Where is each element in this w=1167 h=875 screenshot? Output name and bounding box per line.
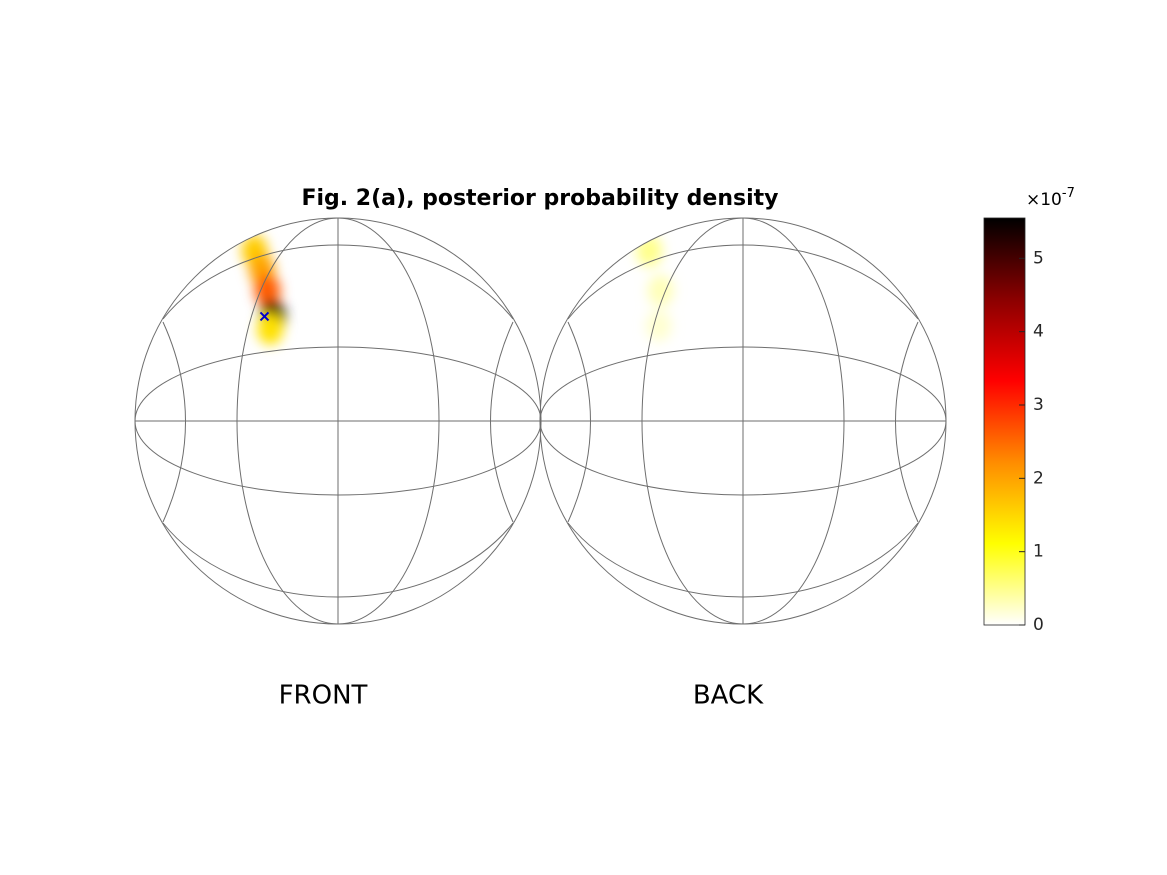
sphere-grid: [134, 217, 542, 625]
latitude-ellipse: [539, 346, 947, 496]
edge-arc: [490, 321, 514, 523]
density-cell: [645, 309, 672, 342]
latitude-arc: [567, 244, 919, 320]
colorbar-tick-label: 2: [1033, 468, 1044, 488]
sphere-grid: [539, 217, 947, 625]
latitude-arc: [162, 522, 514, 598]
colorbar-tick-label: 5: [1033, 248, 1044, 268]
panel-label: FRONT: [279, 681, 368, 711]
colorbar-tick-label: 0: [1033, 615, 1044, 635]
colorbar-tick-label: 1: [1033, 542, 1044, 562]
density-cell: [254, 274, 281, 307]
exponent-power: -7: [1062, 186, 1075, 201]
edge-arc: [162, 321, 186, 523]
density-cell: [257, 312, 284, 345]
latitude-arc: [162, 244, 514, 320]
meridian-ellipse: [641, 217, 845, 625]
sphere-grids: [134, 217, 947, 625]
latitude-arc: [567, 522, 919, 598]
chart-title: Fig. 2(a), posterior probability density: [301, 186, 778, 211]
density-cell: [647, 274, 674, 307]
colorbar: ×10-7 0 1 2 3 4 5: [983, 186, 1075, 635]
density-blur: [241, 234, 286, 345]
true-location-marker: [259, 311, 270, 322]
exponent-base: ×10: [1026, 190, 1062, 210]
panel-label: BACK: [693, 681, 764, 711]
colorbar-gradient: [983, 217, 1026, 626]
colorbar-tick-label: 3: [1033, 395, 1044, 415]
density-panel: [241, 234, 286, 345]
edge-arc: [895, 321, 919, 523]
colorbar-exponent: ×10-7: [1026, 186, 1075, 211]
edge-arc: [567, 321, 591, 523]
meridian-ellipse: [236, 217, 440, 625]
colorbar-tick-label: 4: [1033, 322, 1044, 342]
